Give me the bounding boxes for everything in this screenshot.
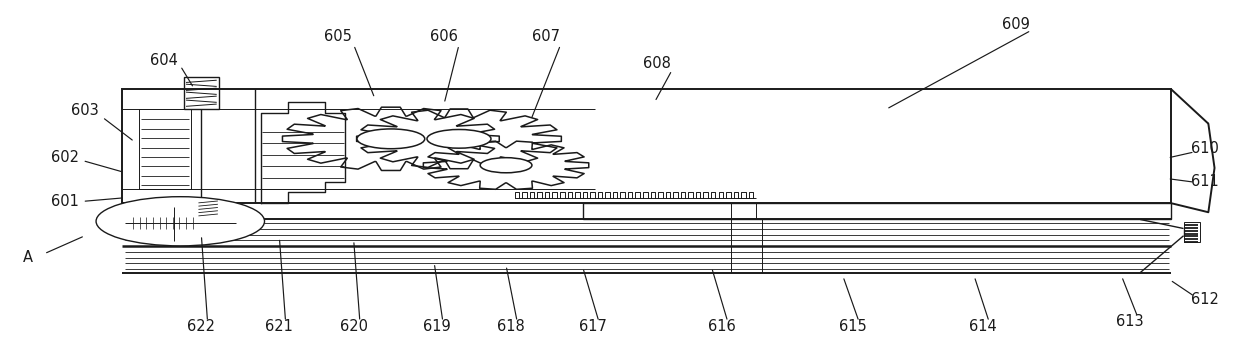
Text: 610: 610 — [1190, 142, 1219, 156]
Text: 612: 612 — [1190, 291, 1219, 306]
Text: 615: 615 — [839, 319, 867, 334]
Bar — [1183, 222, 1199, 242]
Bar — [583, 203, 1172, 220]
Text: 607: 607 — [532, 29, 559, 44]
Text: 621: 621 — [265, 319, 294, 334]
Text: 609: 609 — [1002, 17, 1030, 32]
Text: 616: 616 — [708, 319, 735, 334]
Text: 608: 608 — [644, 57, 671, 72]
Text: 605: 605 — [324, 29, 351, 44]
Text: 613: 613 — [1116, 314, 1145, 329]
Text: 602: 602 — [51, 151, 79, 166]
Text: A: A — [24, 250, 33, 265]
Bar — [184, 77, 218, 109]
Bar — [139, 109, 191, 189]
Text: 622: 622 — [187, 319, 216, 334]
Circle shape — [95, 197, 264, 246]
Circle shape — [357, 129, 425, 149]
Text: 614: 614 — [968, 319, 997, 334]
Text: 617: 617 — [579, 319, 606, 334]
Text: 606: 606 — [430, 29, 458, 44]
Circle shape — [480, 158, 532, 173]
Circle shape — [427, 130, 491, 148]
Bar — [122, 89, 1172, 203]
Text: 619: 619 — [423, 319, 450, 334]
Text: 611: 611 — [1190, 174, 1219, 189]
Text: 620: 620 — [340, 319, 368, 334]
Text: 601: 601 — [51, 194, 79, 209]
Text: 618: 618 — [497, 319, 525, 334]
Text: 603: 603 — [71, 103, 99, 118]
Text: 604: 604 — [150, 53, 179, 68]
